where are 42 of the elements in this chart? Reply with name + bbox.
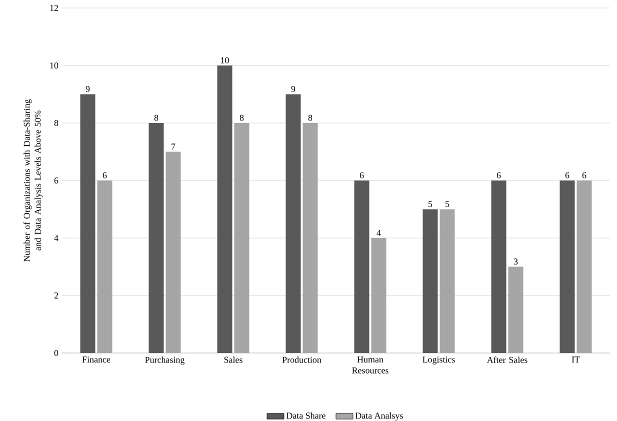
data-label: 5 xyxy=(428,201,432,208)
data-label: 3 xyxy=(514,258,518,265)
data-label: 8 xyxy=(240,114,244,121)
legend-label: Data Share xyxy=(286,412,326,419)
bar xyxy=(560,180,575,353)
data-label: 6 xyxy=(360,172,364,178)
x-tick-label: Finance xyxy=(82,356,110,363)
legend-label: Data Analsys xyxy=(355,412,403,421)
data-label: 8 xyxy=(154,114,158,121)
data-label: 6 xyxy=(496,172,501,178)
bar xyxy=(80,94,96,353)
bar xyxy=(354,180,370,353)
y-axis-title: Number of Organizations with Data-Sharing and Data Analysis Levels Above 50% xyxy=(23,99,43,262)
y-tick-label: 0 xyxy=(54,350,58,356)
data-label: 6 xyxy=(102,172,107,178)
bar xyxy=(217,65,232,353)
y-tick-label: 2 xyxy=(54,292,58,298)
data-label: 4 xyxy=(376,230,381,236)
x-tick-label: IT xyxy=(572,356,580,362)
x-tick-label: After Sales xyxy=(486,356,528,363)
data-label: 9 xyxy=(291,86,296,92)
bar xyxy=(491,180,506,353)
y-tick-label: 10 xyxy=(50,62,58,69)
y-tick-label: 8 xyxy=(54,120,58,126)
y-tick-label: 4 xyxy=(54,235,58,241)
data-label: 9 xyxy=(86,86,90,92)
bar xyxy=(286,94,301,353)
y-tick-label: 6 xyxy=(54,177,58,184)
x-tick-label: Logistics xyxy=(422,356,455,364)
y-tick-label: 12 xyxy=(50,5,58,11)
data-label: 6 xyxy=(582,172,586,178)
data-label: 5 xyxy=(446,201,450,208)
data-label: 8 xyxy=(308,114,312,121)
bar xyxy=(148,122,164,353)
data-label: 6 xyxy=(565,172,570,178)
x-tick-label: Production xyxy=(282,356,322,363)
bar xyxy=(422,209,438,353)
x-tick-label: Purchasing xyxy=(145,356,185,365)
x-tick-label: Human Resources xyxy=(352,356,388,374)
data-label: 10 xyxy=(221,57,229,64)
data-label: 7 xyxy=(172,144,176,150)
x-tick-label: Sales xyxy=(224,356,242,363)
